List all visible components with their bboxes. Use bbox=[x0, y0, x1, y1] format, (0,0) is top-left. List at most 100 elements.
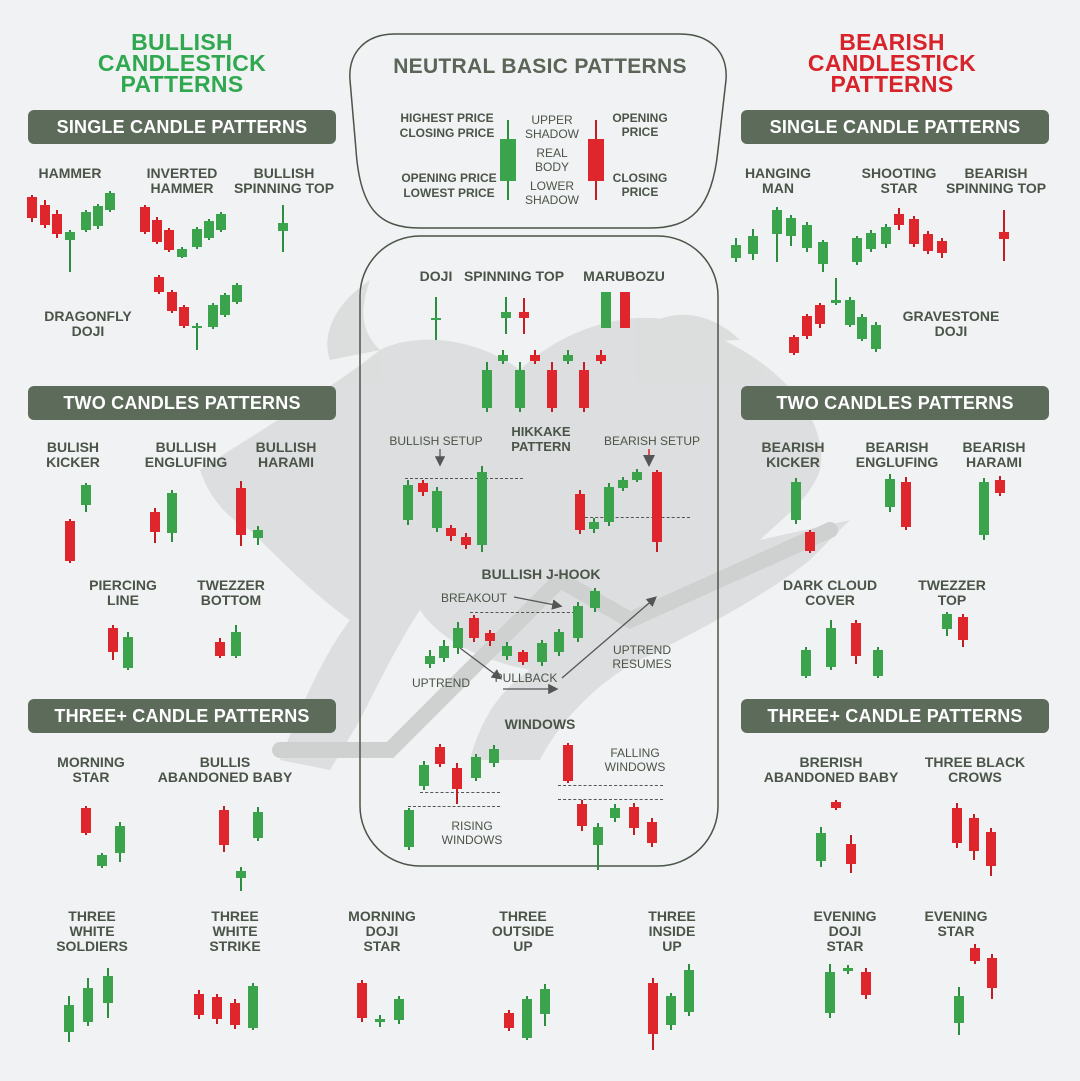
label-hammer: HAMMER bbox=[38, 165, 102, 181]
green-candle bbox=[253, 530, 263, 538]
red-candle bbox=[648, 983, 658, 1034]
green-candle bbox=[979, 482, 989, 535]
red-candle bbox=[530, 355, 540, 361]
bear-three-banner: THREE+ CANDLE PATTERNS bbox=[741, 699, 1049, 733]
label-bearish-harami: BEARISH HARAMI bbox=[962, 439, 1026, 470]
hikkake-bull-dashline bbox=[405, 478, 523, 479]
red-candle bbox=[357, 983, 367, 1018]
falling-window-dashline-2 bbox=[558, 799, 663, 800]
red-candle bbox=[999, 232, 1009, 239]
legend-green-candle bbox=[500, 139, 516, 181]
red-candle bbox=[937, 241, 947, 253]
green-candle bbox=[231, 632, 241, 656]
label-bearish-kicker: BEARISH KICKER bbox=[761, 439, 825, 470]
green-candle bbox=[684, 970, 694, 1012]
label-bearish-spinning-top: BEARISH SPINNING TOP bbox=[945, 165, 1047, 196]
red-candle bbox=[861, 972, 871, 995]
label-evening-star: EVENING STAR bbox=[924, 908, 988, 939]
label-hikkake-pattern: HIKKAKE PATTERN bbox=[511, 424, 571, 454]
green-candle bbox=[610, 808, 620, 818]
label-windows: WINDOWS bbox=[504, 716, 576, 732]
red-candle bbox=[563, 745, 573, 781]
green-candle bbox=[236, 871, 246, 878]
red-candle bbox=[579, 370, 589, 408]
candle-wick bbox=[196, 323, 198, 350]
label-highest-price: HIGHEST PRICE bbox=[400, 111, 494, 125]
red-candle bbox=[969, 818, 979, 851]
red-candle bbox=[140, 207, 150, 232]
green-candle bbox=[604, 487, 614, 522]
red-candle bbox=[575, 494, 585, 530]
green-candle bbox=[489, 749, 499, 763]
candle-wick bbox=[776, 207, 778, 262]
red-candle bbox=[629, 807, 639, 828]
label-bullish-setup: BULLISH SETUP bbox=[389, 434, 483, 448]
green-candle bbox=[216, 214, 226, 230]
red-candle bbox=[418, 483, 428, 492]
label-hanging-man: HANGING MAN bbox=[744, 165, 812, 196]
red-candle bbox=[452, 768, 462, 789]
green-candle bbox=[220, 295, 230, 315]
label-marubozu: MARUBOZU bbox=[583, 268, 665, 284]
label-shooting-star: SHOOTING STAR bbox=[861, 165, 937, 196]
label-bullish-engulfing: BULLISH ENGLUFING bbox=[144, 439, 228, 470]
red-candle bbox=[831, 802, 841, 808]
red-candle bbox=[802, 316, 812, 336]
label-piercing-line: PIERCING LINE bbox=[89, 577, 157, 608]
bull-two-banner: TWO CANDLES PATTERNS bbox=[28, 386, 336, 420]
label-spinning-top: SPINNING TOP bbox=[463, 268, 565, 284]
green-candle bbox=[857, 317, 867, 339]
green-candle bbox=[731, 245, 741, 258]
neutral-title: NEUTRAL BASIC PATTERNS bbox=[393, 55, 687, 78]
green-candle bbox=[871, 325, 881, 349]
green-candle bbox=[618, 480, 628, 488]
falling-window-dashline-1 bbox=[558, 785, 663, 786]
red-candle bbox=[995, 480, 1005, 493]
red-candle bbox=[469, 618, 479, 638]
green-candle bbox=[403, 485, 413, 520]
label-inverted-hammer: INVERTED HAMMER bbox=[146, 165, 218, 196]
green-candle bbox=[818, 242, 828, 264]
red-candle bbox=[789, 337, 799, 353]
red-candle bbox=[461, 537, 471, 545]
label-opening-price-right: OPENING PRICE bbox=[612, 111, 668, 139]
green-candle bbox=[81, 485, 91, 505]
red-candle bbox=[435, 747, 445, 764]
green-candle bbox=[791, 482, 801, 520]
label-falling-windows: FALLING WINDOWS bbox=[604, 746, 666, 774]
label-tweezer-bottom: TWEZZER BOTTOM bbox=[197, 577, 265, 608]
label-upper-shadow: UPPER SHADOW bbox=[525, 113, 579, 141]
red-candle bbox=[504, 1013, 514, 1028]
green-candle bbox=[522, 999, 532, 1038]
red-candle bbox=[485, 633, 495, 641]
red-candle bbox=[958, 617, 968, 640]
label-breakout: BREAKOUT bbox=[440, 591, 508, 605]
green-candle bbox=[589, 522, 599, 529]
green-candle bbox=[831, 300, 841, 303]
label-brerish-abandoned-baby: BRERISH ABANDONED BABY bbox=[763, 754, 899, 785]
red-candle bbox=[815, 305, 825, 324]
candle-wick bbox=[835, 278, 837, 305]
green-candle bbox=[65, 232, 75, 240]
label-lowest-price: LOWEST PRICE bbox=[403, 186, 495, 200]
green-candle bbox=[866, 233, 876, 249]
label-bullish-j-hook: BULLISH J-HOOK bbox=[481, 566, 601, 582]
green-candle bbox=[432, 491, 442, 528]
red-candle bbox=[27, 197, 37, 218]
green-candle bbox=[601, 292, 611, 328]
label-dark-cloud-cover: DARK CLOUD COVER bbox=[782, 577, 878, 608]
label-closing-price-left: CLOSING PRICE bbox=[399, 126, 495, 140]
green-candle bbox=[192, 326, 202, 328]
green-candle bbox=[498, 355, 508, 361]
green-candle bbox=[477, 472, 487, 545]
green-candle bbox=[502, 646, 512, 656]
label-three-white-strike: THREE WHITE STRIKE bbox=[209, 908, 261, 954]
green-candle bbox=[115, 826, 125, 853]
bull-single-banner: SINGLE CANDLE PATTERNS bbox=[28, 110, 336, 144]
label-bullish-spinning-top: BULLISH SPINNING TOP bbox=[233, 165, 335, 196]
red-candle bbox=[519, 312, 529, 318]
label-morning-star: MORNING STAR bbox=[57, 754, 125, 785]
red-candle bbox=[65, 521, 75, 561]
label-three-inside-up: THREE INSIDE UP bbox=[648, 908, 696, 954]
